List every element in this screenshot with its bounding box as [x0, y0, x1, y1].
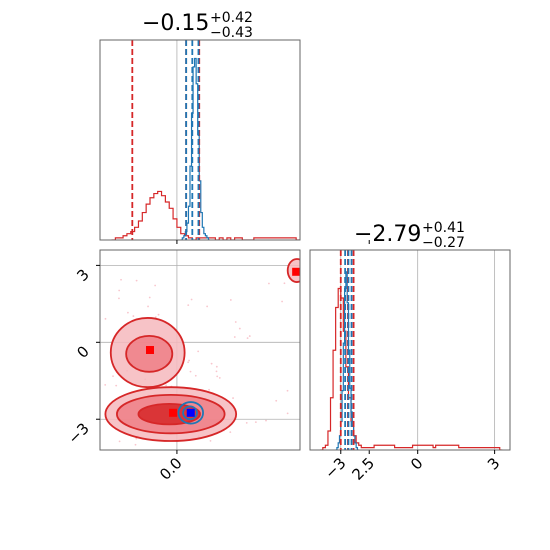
- sample-point: [127, 311, 129, 314]
- sample-point: [286, 412, 289, 415]
- sample-point: [147, 305, 149, 308]
- title-param1-sub: −0.43: [210, 25, 253, 41]
- sample-point: [232, 397, 234, 399]
- hist-param2-red: [320, 287, 503, 450]
- sample-point: [104, 384, 107, 386]
- joint-plot: [100, 250, 300, 450]
- sample-point: [233, 336, 236, 338]
- hist-param1-red: [111, 190, 300, 240]
- sample-point: [265, 419, 267, 422]
- hist-param1-blue: [180, 57, 210, 240]
- sample-point: [118, 440, 121, 443]
- title-param2-main: −2.79: [354, 222, 421, 247]
- sample-point: [148, 296, 151, 299]
- sample-point: [286, 389, 289, 392]
- sample-point: [194, 374, 197, 377]
- sample-point: [135, 279, 138, 282]
- sample-point: [268, 282, 270, 285]
- sample-point: [245, 422, 248, 424]
- sample-point: [188, 359, 190, 362]
- tick-label-right-x-0: −3: [321, 454, 349, 482]
- title-param1: −0.15 +0.42 −0.43: [142, 10, 253, 41]
- sample-point: [134, 443, 137, 446]
- sample-point: [210, 362, 213, 365]
- marker-red-2: [169, 408, 178, 417]
- sample-point: [112, 375, 114, 378]
- sample-point: [187, 361, 190, 364]
- tick-label-right-x-1: 0: [407, 454, 426, 473]
- sample-point: [118, 289, 121, 292]
- tick-label-right-x-2: 3: [484, 454, 503, 473]
- sample-point: [157, 313, 160, 316]
- sample-point: [238, 327, 241, 330]
- hist-param2-plot: [320, 250, 503, 450]
- sample-point: [248, 335, 251, 337]
- sample-point: [216, 375, 219, 378]
- sample-point: [254, 421, 257, 423]
- tick-label-joint-x-0: 0.0: [156, 454, 186, 484]
- sample-point: [135, 437, 138, 440]
- sample-point: [115, 384, 118, 387]
- sample-point: [275, 399, 278, 402]
- sample-point: [165, 384, 167, 387]
- hist-param1-frame: [99, 39, 301, 241]
- title-param2: −2.79 +0.41 −0.27: [354, 220, 465, 251]
- sample-point: [154, 316, 157, 318]
- sample-point: [229, 299, 232, 301]
- blue-contour-0: [177, 401, 204, 425]
- sample-point: [154, 284, 157, 287]
- sample-point: [281, 300, 283, 303]
- joint-frame: [99, 249, 301, 451]
- title-param2-sup: +0.41: [422, 220, 465, 236]
- sample-point: [104, 317, 107, 320]
- sample-point: [189, 370, 192, 373]
- sample-point: [215, 365, 218, 368]
- sample-point: [120, 278, 122, 281]
- sample-point: [246, 337, 249, 340]
- sample-point: [118, 297, 120, 300]
- hist-param1-plot: [111, 40, 300, 240]
- sample-point: [197, 350, 200, 353]
- sample-point: [206, 305, 209, 308]
- joint-panel: [96, 249, 370, 454]
- blue-contour-1: [182, 405, 198, 421]
- sample-point: [132, 315, 135, 317]
- tick-label-joint-y-1: 0: [73, 342, 92, 361]
- sample-point: [190, 298, 193, 301]
- sample-point: [218, 377, 221, 379]
- sample-point: [187, 304, 190, 307]
- tick-label-joint-x-1: 2.5: [348, 454, 378, 484]
- title-param1-sup: +0.42: [210, 10, 253, 26]
- sample-point: [229, 431, 232, 434]
- tick-label-joint-y-0: −3: [64, 419, 92, 447]
- marker-red-1: [146, 346, 154, 354]
- sample-point: [283, 282, 286, 285]
- hist-param2-frame: [309, 249, 511, 451]
- sample-point: [234, 321, 237, 323]
- sample-point: [208, 388, 210, 391]
- marker-red-0: [292, 267, 300, 276]
- title-param1-main: −0.15: [142, 11, 209, 36]
- hist-param2-panel: [309, 249, 511, 454]
- marker-blue-3: [186, 408, 195, 417]
- sample-point: [209, 439, 212, 442]
- sample-point: [215, 370, 218, 373]
- hist-param1-panel: [99, 39, 370, 244]
- title-param2-sub: −0.27: [422, 235, 465, 251]
- tick-label-joint-y-2: 3: [73, 265, 92, 284]
